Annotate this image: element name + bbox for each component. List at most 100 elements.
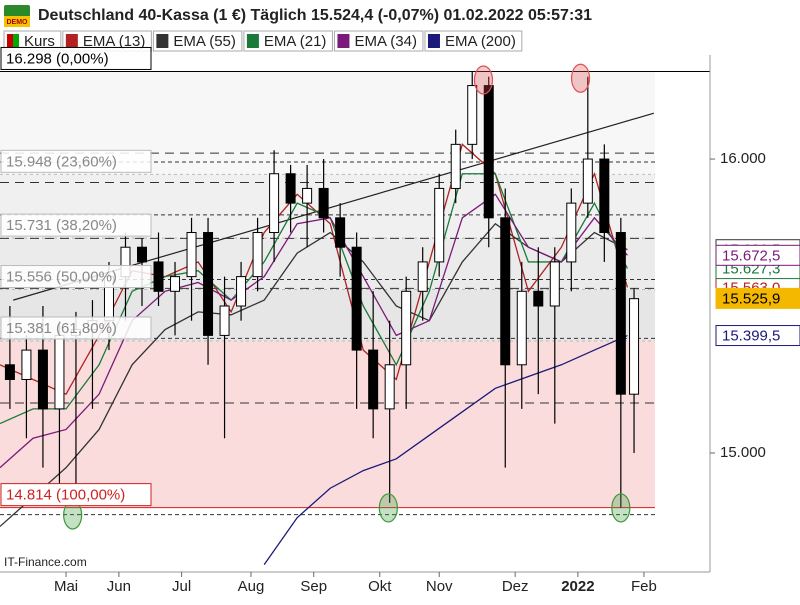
- candle-body: [566, 202, 577, 263]
- candle-body: [533, 290, 544, 307]
- legend-swatch: [13, 34, 19, 48]
- fib-label: 15.731 (38,20%): [6, 217, 117, 234]
- legend-swatch: [156, 34, 169, 48]
- last-value-box: [715, 287, 800, 309]
- chart-title: Deutschland 40-Kassa (1 €) Täglich 15.52…: [38, 7, 592, 24]
- candle-body: [137, 246, 147, 263]
- candle-body: [615, 232, 626, 395]
- legend-box: [424, 30, 523, 52]
- x-tick-label: Dez: [502, 578, 529, 595]
- candle-body: [450, 143, 461, 189]
- x-tick-label: Sep: [300, 578, 327, 595]
- candle-body: [54, 334, 65, 410]
- legend-swatch: [65, 34, 78, 48]
- highlight-circle: [378, 493, 398, 523]
- candle-body: [203, 232, 214, 336]
- highlight-circle: [473, 65, 494, 95]
- legend-label: EMA (200): [445, 33, 516, 50]
- legend-label: EMA (13): [83, 33, 146, 50]
- fib-label-box: [0, 149, 152, 173]
- fib-label: 16.298 (0,00%): [6, 50, 109, 67]
- candle-body: [4, 364, 15, 380]
- last-value-box: [715, 244, 800, 266]
- legend-label: EMA (21): [264, 33, 327, 50]
- candle-body: [434, 187, 445, 263]
- y-tick-label: 16.000: [720, 150, 766, 167]
- badge-text: DEMO: [7, 19, 29, 26]
- fib-label: 15.556 (50,00%): [6, 269, 117, 286]
- x-tick-label: 2022: [561, 578, 594, 595]
- x-tick-label: Jul: [172, 578, 191, 595]
- last-value-label: 15.525,9: [722, 290, 780, 307]
- legend-swatch: [337, 34, 350, 48]
- badge-icon-bottom: [4, 16, 30, 27]
- candle-body: [516, 290, 527, 366]
- candle-body: [236, 276, 247, 307]
- ema-line: [0, 193, 628, 469]
- candle-body: [384, 364, 395, 410]
- x-tick-label: Okt: [368, 578, 392, 595]
- last-value-label: 15.399,5: [722, 328, 780, 345]
- fib-label-box: [0, 265, 152, 289]
- last-value-label: 15.672,5: [722, 247, 780, 264]
- candle-body: [351, 246, 362, 351]
- candle-body: [629, 298, 640, 395]
- x-tick-label: Nov: [426, 578, 453, 595]
- candle-body: [269, 173, 280, 234]
- ema-line: [0, 173, 629, 425]
- candle-body: [483, 85, 494, 219]
- candle-body: [549, 261, 560, 307]
- legend-item: EMA (55): [152, 30, 243, 52]
- candle-body: [368, 349, 379, 410]
- fib-label-box: [0, 46, 152, 70]
- candle-body: [318, 187, 329, 219]
- legend-label: EMA (55): [173, 33, 236, 50]
- candle-body: [335, 217, 346, 248]
- legend-swatch: [427, 34, 440, 48]
- fib-band: [0, 340, 655, 508]
- candle-body: [170, 276, 181, 292]
- last-value-box: [715, 325, 800, 347]
- candle-body: [401, 290, 412, 366]
- candle-body: [500, 217, 511, 366]
- legend-box: [243, 30, 333, 52]
- legend: Kurs EMA (13) EMA (55) EMA (21) EMA (34) EMA …: [3, 30, 523, 52]
- legend-box: [152, 30, 243, 52]
- candle-body: [582, 158, 593, 204]
- candle-body: [467, 85, 478, 145]
- ema-line: [263, 334, 628, 566]
- legend-label: Kurs: [24, 33, 55, 50]
- candle-body: [21, 349, 32, 380]
- candle-body: [219, 305, 230, 336]
- source: IT-Finance.com: [4, 555, 87, 569]
- candle-body: [302, 187, 313, 204]
- legend-item: EMA (21): [243, 30, 333, 52]
- x-tick-label: Aug: [238, 578, 265, 595]
- highlight-circle: [611, 493, 631, 523]
- legend-label: EMA (34): [354, 33, 417, 50]
- fib-label-box: [0, 213, 152, 237]
- badge: DEMO: [4, 5, 30, 27]
- candle-body: [37, 349, 48, 410]
- ema-line: [0, 222, 628, 527]
- candle-body: [285, 173, 296, 204]
- x-tick-label: Jun: [107, 578, 131, 595]
- x-tick-label: Mai: [54, 578, 78, 595]
- legend-item: EMA (13): [62, 30, 152, 52]
- fib-label: 15.948 (23,60%): [6, 153, 117, 170]
- fib-label: 14.814 (100,00%): [6, 487, 125, 504]
- fib-label-box: [0, 316, 152, 340]
- candle-body: [599, 158, 610, 234]
- legend-item: EMA (34): [333, 30, 424, 52]
- fib-label: 15.381 (61,80%): [6, 320, 117, 337]
- fib-label-box: [0, 483, 152, 507]
- overlay: 16.298 (0,00%) 15.948 (23,60%) 15.731 (38,…: [0, 46, 800, 595]
- candle-body: [186, 232, 197, 278]
- legend-box: [333, 30, 424, 52]
- x-tick-label: Feb: [631, 578, 657, 595]
- legend-item: EMA (200): [424, 30, 523, 52]
- legend-swatch: [246, 34, 259, 48]
- candle-body: [153, 261, 164, 292]
- candle-body: [252, 232, 263, 278]
